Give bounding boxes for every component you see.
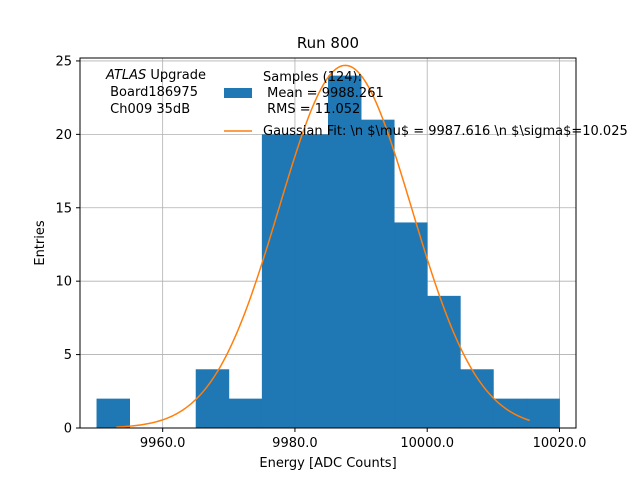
y-tick-label-3: 15 (55, 201, 72, 216)
legend-histogram-line-2: Mean = 9988.261 (263, 86, 384, 101)
histogram-bar-5 (261, 134, 296, 428)
x-tick-label-2: 10000.0 (400, 436, 454, 451)
annotation-line-3: Ch009 35dB (106, 102, 190, 117)
atlas-annotation: ATLAS Upgrade Board186975 Ch009 35dB (105, 68, 206, 117)
y-axis-label: Entries (33, 220, 48, 266)
x-tick-label-1: 9980.0 (272, 436, 318, 451)
y-tick-label-0: 0 (64, 422, 72, 437)
histogram-bar-11 (460, 369, 494, 428)
annotation-line-1: ATLAS Upgrade (105, 68, 206, 83)
gaussian-fit-curve (116, 64, 530, 428)
histogram-bar-6 (294, 134, 329, 428)
histogram-bar-10 (427, 295, 461, 428)
legend-fit-label: Gaussian Fit: \n $\mu$ = 9987.616 \n $\s… (263, 124, 628, 139)
annotation-atlas-word: ATLAS (105, 68, 146, 83)
y-tick-label-2: 10 (55, 275, 72, 290)
legend-histogram-line-1: Samples (124): (263, 70, 362, 85)
histogram-bar-13 (526, 398, 560, 428)
y-tick-label-1: 5 (64, 348, 72, 363)
x-axis-ticks: 9960.0 9980.0 10000.0 10020.0 (140, 428, 586, 451)
histogram-bar-0 (96, 398, 130, 428)
histogram-bar-8 (361, 119, 395, 429)
histogram-bars (96, 75, 560, 429)
x-tick-label-3: 10020.0 (533, 436, 587, 451)
plot-frame (79, 57, 577, 429)
legend-histogram-line-3: RMS = 11.052 (263, 102, 360, 117)
histogram-bar-9 (394, 222, 428, 428)
y-tick-label-5: 25 (55, 54, 72, 69)
legend-histogram-swatch (224, 88, 252, 98)
x-axis-label: Energy [ADC Counts] (259, 456, 396, 471)
chart-title: Run 800 (297, 34, 359, 52)
x-tick-label-0: 9960.0 (140, 436, 186, 451)
histogram-bar-4 (228, 398, 263, 428)
legend: Samples (124): Mean = 9988.261 RMS = 11.… (224, 70, 628, 139)
y-axis-ticks: 0 5 10 15 20 25 (55, 54, 80, 437)
annotation-line-2: Board186975 (106, 85, 198, 100)
y-tick-label-4: 20 (55, 128, 72, 143)
histogram-bar-7 (328, 75, 362, 428)
annotation-upgrade-word: Upgrade (146, 68, 206, 83)
